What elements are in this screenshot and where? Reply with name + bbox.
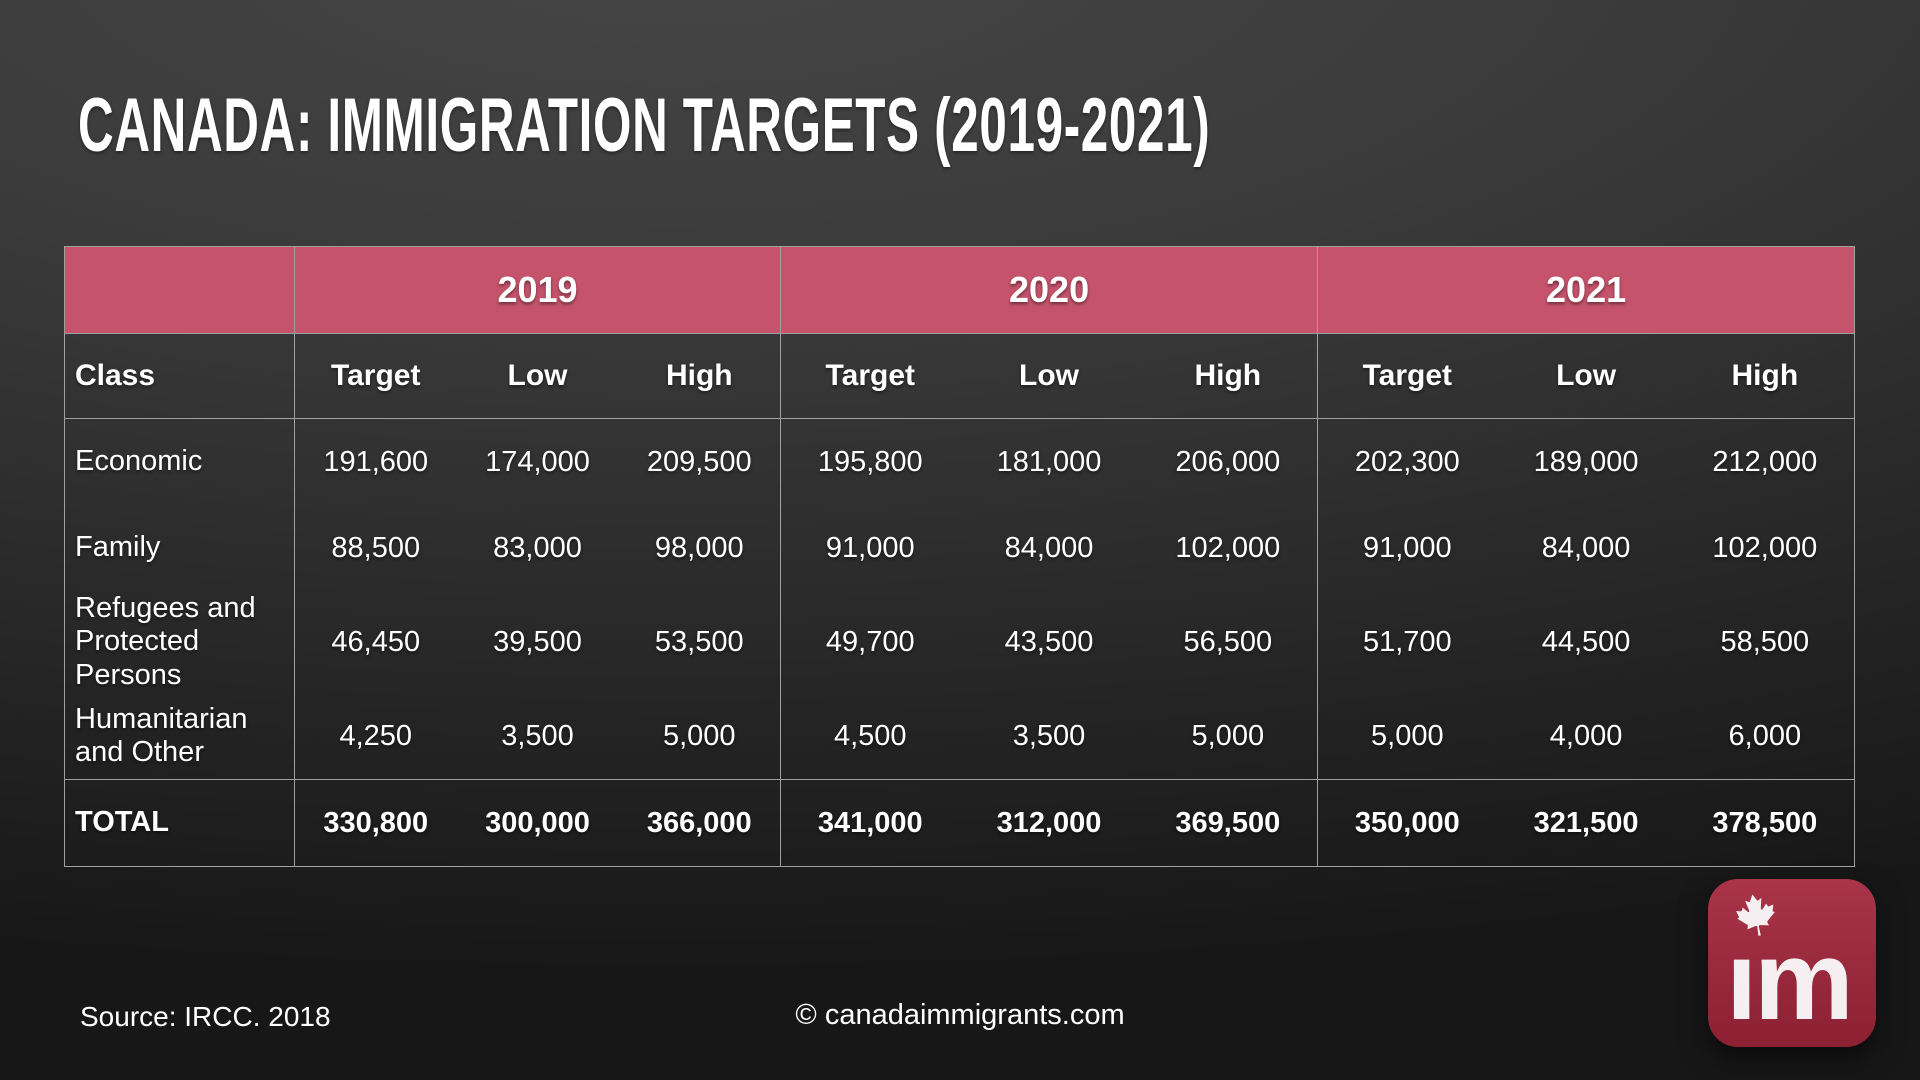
year-header-2020: 2020 — [780, 246, 1318, 334]
value-cell: 5,000 — [1191, 719, 1265, 752]
column-header-2019-low: Low — [456, 333, 619, 419]
value-cell: 5,000 — [1317, 693, 1497, 780]
value-cell: 91,000 — [780, 505, 960, 591]
total-value-cell: 366,000 — [618, 779, 781, 867]
value-cell: 174,000 — [485, 445, 590, 478]
value-cell: 91,000 — [1317, 505, 1497, 591]
copyright-note: © canadaimmigrants.com — [795, 999, 1125, 1031]
value-cell: 102,000 — [1712, 531, 1818, 564]
value-cell: 189,000 — [1533, 445, 1639, 478]
table-row: Refugees and Protected Persons 46,450 39,5… — [65, 591, 1855, 694]
value-cell: 6,000 — [1728, 719, 1802, 752]
total-value-cell: 378,500 — [1675, 779, 1855, 867]
row-label: Family — [75, 531, 161, 564]
column-header-2021-high: High — [1675, 333, 1855, 419]
value-cell: 4,250 — [294, 693, 457, 780]
value-cell: 195,800 — [780, 418, 960, 505]
value-cell: 3,500 — [1012, 719, 1086, 752]
value-cell: 53,500 — [654, 625, 744, 658]
row-label: Refugees and Protected Persons — [75, 592, 256, 691]
column-header-2021-target: Target — [1317, 333, 1497, 419]
value-cell: 102,000 — [1175, 531, 1281, 564]
total-row: TOTAL 330,800 300,000 366,000 341,000 312,000… — [64, 779, 1855, 867]
value-cell: 43,500 — [1004, 625, 1094, 658]
column-header-2019-high: High — [618, 333, 781, 419]
value-cell: 39,500 — [493, 625, 582, 658]
value-cell: 46,450 — [294, 591, 457, 694]
value-cell: 191,600 — [294, 418, 457, 505]
source-note: Source: IRCC. 2018 — [80, 1001, 331, 1032]
corner-cell — [64, 246, 295, 334]
column-header-2020-target: Target — [780, 333, 960, 419]
table-body: 2019 2020 2021 Class Target Low High Target Low H… — [64, 246, 1855, 867]
total-value-cell: 341,000 — [780, 779, 960, 867]
total-value-cell: 300,000 — [456, 779, 619, 867]
total-value-cell: 350,000 — [1317, 779, 1497, 867]
column-header-2020-low: Low — [959, 333, 1139, 419]
value-cell: 44,500 — [1541, 625, 1631, 658]
maple-leaf-icon — [1736, 894, 1775, 936]
value-cell: 5,000 — [662, 719, 736, 752]
column-header-2021-low: Low — [1496, 333, 1676, 419]
total-value-cell: 312,000 — [959, 779, 1139, 867]
table-row: Economic 191,600 174,000 209,500 195,800 181,… — [65, 418, 1855, 505]
row-label: Economic — [75, 445, 203, 478]
row-label: Humanitarian and Other — [75, 702, 248, 769]
value-cell: 212,000 — [1712, 445, 1818, 478]
value-cell: 209,500 — [646, 445, 752, 478]
value-cell: 206,000 — [1175, 445, 1281, 478]
year-header-2019: 2019 — [293, 246, 781, 334]
value-cell: 4,000 — [1549, 719, 1623, 752]
total-label: TOTAL — [64, 779, 295, 867]
total-value-cell: 330,800 — [294, 779, 457, 867]
value-cell: 98,000 — [654, 531, 744, 564]
page-title: CANADA: IMMIGRATION TARGETS (2019-2021) — [78, 83, 1211, 168]
total-value-cell: 369,500 — [1138, 779, 1318, 867]
value-cell: 88,500 — [294, 505, 457, 591]
value-cell: 83,000 — [493, 531, 582, 564]
value-cell: 58,500 — [1720, 625, 1810, 658]
value-cell: 84,000 — [1004, 531, 1094, 564]
value-cell: 181,000 — [996, 445, 1102, 478]
logo-text: ım — [1726, 918, 1854, 1043]
total-value-cell: 321,500 — [1496, 779, 1676, 867]
table-row: Family 88,500 83,000 98,000 91,000 84,000 102,… — [65, 505, 1855, 591]
column-header-2019-target: Target — [294, 333, 457, 419]
value-cell: 56,500 — [1183, 625, 1273, 658]
value-cell: 49,700 — [780, 591, 960, 694]
value-cell: 4,500 — [780, 693, 960, 780]
value-cell: 3,500 — [501, 719, 574, 752]
immigration-table: 2019 2020 2021 Class Target Low High Target Low H… — [64, 246, 1856, 868]
class-column-header: Class — [64, 333, 295, 419]
year-header-2021: 2021 — [1317, 246, 1855, 334]
value-cell: 202,300 — [1317, 418, 1497, 505]
value-cell: 84,000 — [1541, 531, 1631, 564]
value-cell: 51,700 — [1317, 591, 1497, 694]
column-header-2020-high: High — [1138, 333, 1318, 419]
table-row: Humanitarian and Other 4,250 3,500 5,000 4,5… — [65, 693, 1855, 780]
canadaimmigrants-logo: ım — [1708, 879, 1876, 1047]
